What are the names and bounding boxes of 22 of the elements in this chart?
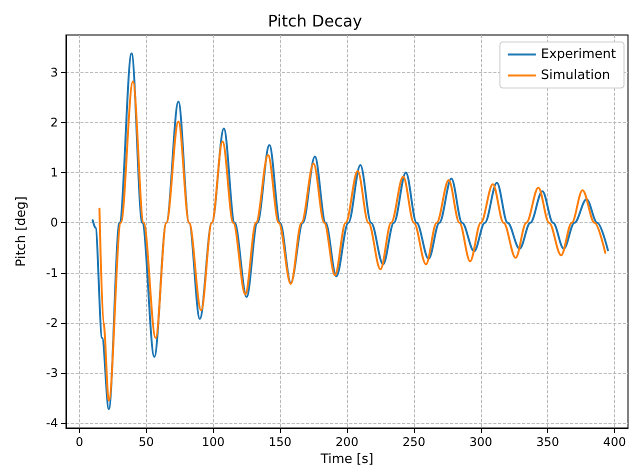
x-tick-label: 300 [469,435,492,449]
legend-label: Experiment [540,47,616,62]
y-axis-title: Pitch [deg] [14,196,29,267]
y-tick-label: -1 [46,266,58,280]
y-tick-label: -2 [46,316,58,330]
y-tick-label: 1 [50,166,58,180]
chart-title: Pitch Decay [268,12,362,30]
y-tick-label: 0 [50,216,58,230]
x-tick-label: 350 [536,435,560,449]
x-tick-label: 50 [138,435,154,449]
y-tick-label: -3 [46,366,58,380]
x-tick-label: 400 [603,435,626,449]
x-tick-label: 0 [76,435,84,449]
y-tick-label: 3 [50,66,58,80]
x-axis-title: Time [s] [320,452,374,467]
x-tick-label: 150 [268,435,292,449]
x-tick-label: 200 [336,435,358,449]
x-tick-label: 100 [202,435,225,449]
legend-label: Simulation [540,68,610,83]
y-tick-label: -4 [46,416,58,430]
x-tick-label: 250 [402,435,426,449]
y-tick-label: 2 [50,116,58,130]
